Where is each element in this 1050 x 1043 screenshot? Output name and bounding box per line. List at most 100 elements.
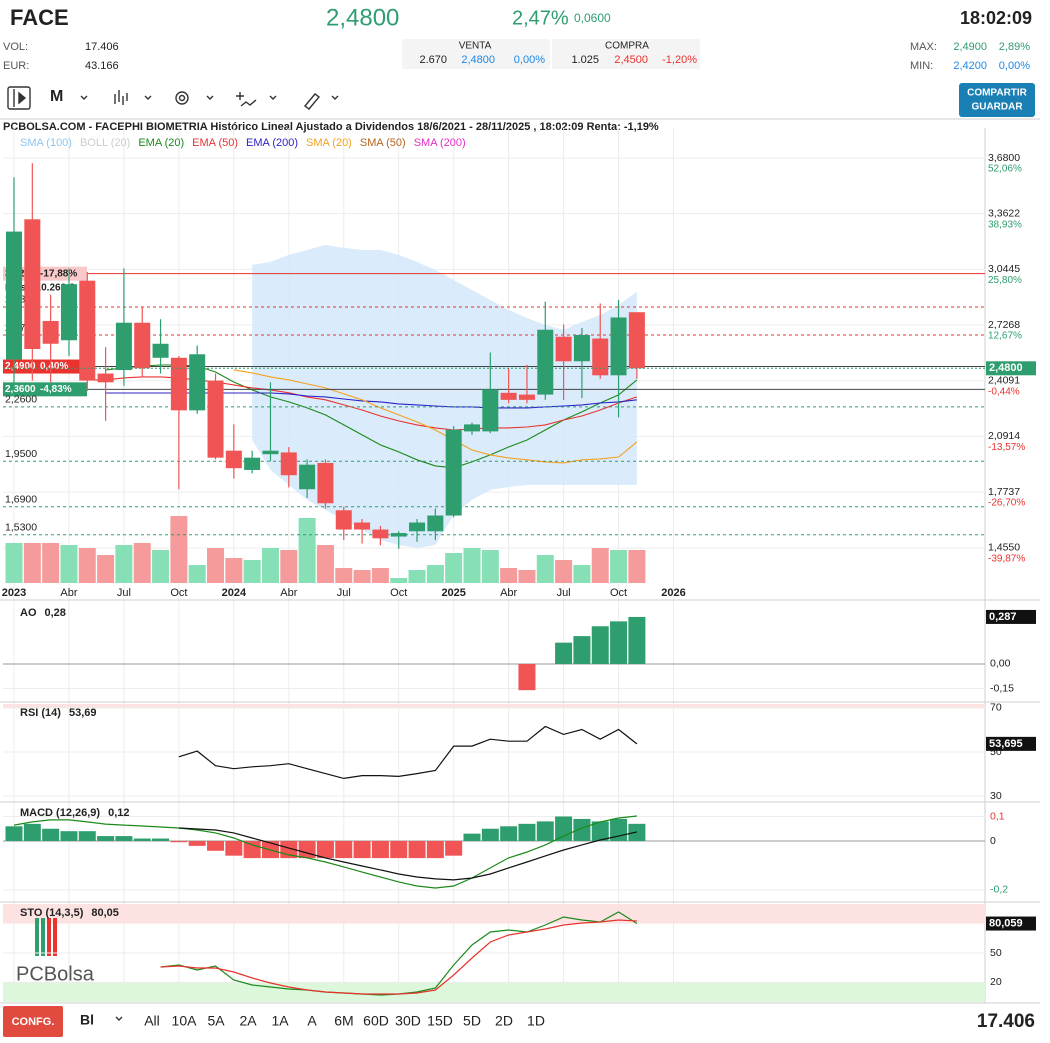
current-label: 2,4800 — [989, 362, 1023, 374]
share-label: COMPARTIR — [967, 88, 1028, 99]
period-button[interactable]: All — [144, 1013, 160, 1029]
period-button[interactable]: 5D — [463, 1013, 481, 1029]
draw-icon[interactable] — [236, 92, 257, 107]
period-button[interactable]: 60D — [363, 1013, 389, 1029]
macd-bar — [133, 838, 151, 841]
level-label-box — [3, 382, 87, 397]
settings-icon[interactable] — [175, 91, 189, 105]
candle-body — [482, 389, 499, 432]
panel-value: 0,12 — [108, 807, 129, 819]
volume-bar — [133, 543, 151, 583]
ticker: FACE — [10, 5, 69, 30]
period-button[interactable]: 6M — [334, 1013, 353, 1029]
y-tick-label: 20 — [990, 976, 1002, 988]
x-tick-label: Abr — [60, 587, 77, 599]
legend-entry: BOLL (20) — [80, 137, 130, 149]
current-box — [986, 609, 1036, 624]
sell-box — [402, 39, 550, 69]
config-button[interactable] — [3, 1006, 63, 1037]
volume-bar — [115, 545, 133, 583]
period-button[interactable]: 2D — [495, 1013, 513, 1029]
interval[interactable]: M — [50, 88, 63, 105]
candles-icon[interactable] — [114, 90, 128, 105]
legend-entry: EMA (50) — [192, 137, 238, 149]
period-button[interactable]: 30D — [395, 1013, 421, 1029]
volume-bar — [316, 545, 334, 583]
macd-bar — [5, 826, 23, 841]
y-tick-label: 0,00 — [990, 658, 1011, 670]
volume-bar — [353, 570, 371, 583]
candle-body — [518, 394, 535, 400]
macd-bar — [78, 831, 96, 841]
x-tick-label: Abr — [500, 587, 517, 599]
x-tick-label: Oct — [170, 587, 187, 599]
y-tick-pct: 52,06% — [988, 164, 1022, 175]
macd-bar — [573, 818, 591, 841]
volume-bar — [628, 550, 646, 583]
candle-body — [262, 450, 279, 455]
x-tick-label: 2023 — [2, 587, 26, 599]
y-tick-label: 1,7737 — [988, 486, 1020, 498]
period-button[interactable]: 1D — [527, 1013, 545, 1029]
period-button[interactable]: 5A — [207, 1013, 225, 1029]
macd-bar — [591, 821, 609, 841]
volume-bar — [152, 550, 170, 583]
y-tick-label: -0,15 — [990, 682, 1014, 694]
ao-bar — [555, 642, 573, 664]
candle-body — [427, 515, 444, 532]
stat-label: EUR: — [3, 60, 29, 72]
macd-bar — [316, 840, 334, 859]
panel-title: AO — [20, 607, 37, 619]
bollinger-band — [252, 244, 637, 548]
period-button[interactable]: 15D — [427, 1013, 453, 1029]
logo: PCBolsa — [16, 963, 95, 985]
panel-toggle[interactable] — [7, 86, 31, 110]
sell-price: 2,4800 — [461, 54, 495, 66]
volume-bar — [243, 560, 261, 583]
footer-volume: 17.406 — [977, 1011, 1035, 1032]
x-tick-label: Oct — [610, 587, 627, 599]
candle-body — [280, 452, 297, 476]
style-select[interactable]: Bl — [80, 1012, 94, 1028]
y-tick-label: 2,7268 — [988, 319, 1020, 331]
buy-label: COMPRA — [605, 41, 649, 52]
volume-bar — [610, 550, 628, 583]
pencil-icon[interactable] — [303, 93, 321, 110]
change-pct: 2,47% — [512, 7, 569, 29]
volume-bar — [207, 548, 225, 583]
legend-entry: SMA (50) — [360, 137, 406, 149]
y-tick-label: 2,0914 — [988, 430, 1020, 442]
macd-bar — [353, 840, 371, 859]
candle-body — [60, 284, 77, 341]
stat-value: 17.406 — [85, 41, 119, 53]
candle-body — [189, 354, 206, 411]
macd-bar — [371, 840, 389, 859]
period-button[interactable]: A — [307, 1013, 317, 1029]
rsi-line — [178, 725, 638, 780]
x-tick-label: Jul — [557, 587, 571, 599]
y-tick-label: 2,4091 — [988, 375, 1020, 387]
y-tick-pct: -0,44% — [988, 386, 1020, 397]
level-label: 2,3600 — [5, 384, 36, 395]
y-tick-label: 0,1 — [990, 810, 1005, 822]
y-tick-label: 70 — [990, 702, 1002, 714]
volume-bar — [573, 565, 591, 583]
macd-bar — [243, 840, 261, 859]
level-pct: -4,83% — [40, 384, 72, 395]
legend-entry: SMA (200) — [414, 137, 466, 149]
period-button[interactable]: 10A — [172, 1013, 198, 1029]
period-button[interactable]: 1A — [271, 1013, 289, 1029]
y-tick-pct: 38,93% — [988, 219, 1022, 230]
ao-bar — [591, 626, 609, 664]
candle-body — [225, 450, 242, 469]
panel-title: STO (14,3,5) — [20, 907, 84, 919]
share-button[interactable] — [959, 83, 1035, 117]
level-pct: -17,88% — [40, 268, 77, 279]
period-button[interactable]: 2A — [239, 1013, 257, 1029]
volume-bar — [97, 555, 115, 583]
volume-bar — [335, 568, 353, 583]
save-label: GUARDAR — [971, 102, 1023, 113]
candle-body — [445, 429, 462, 516]
candle-body — [42, 320, 59, 344]
macd-bar — [426, 840, 444, 859]
